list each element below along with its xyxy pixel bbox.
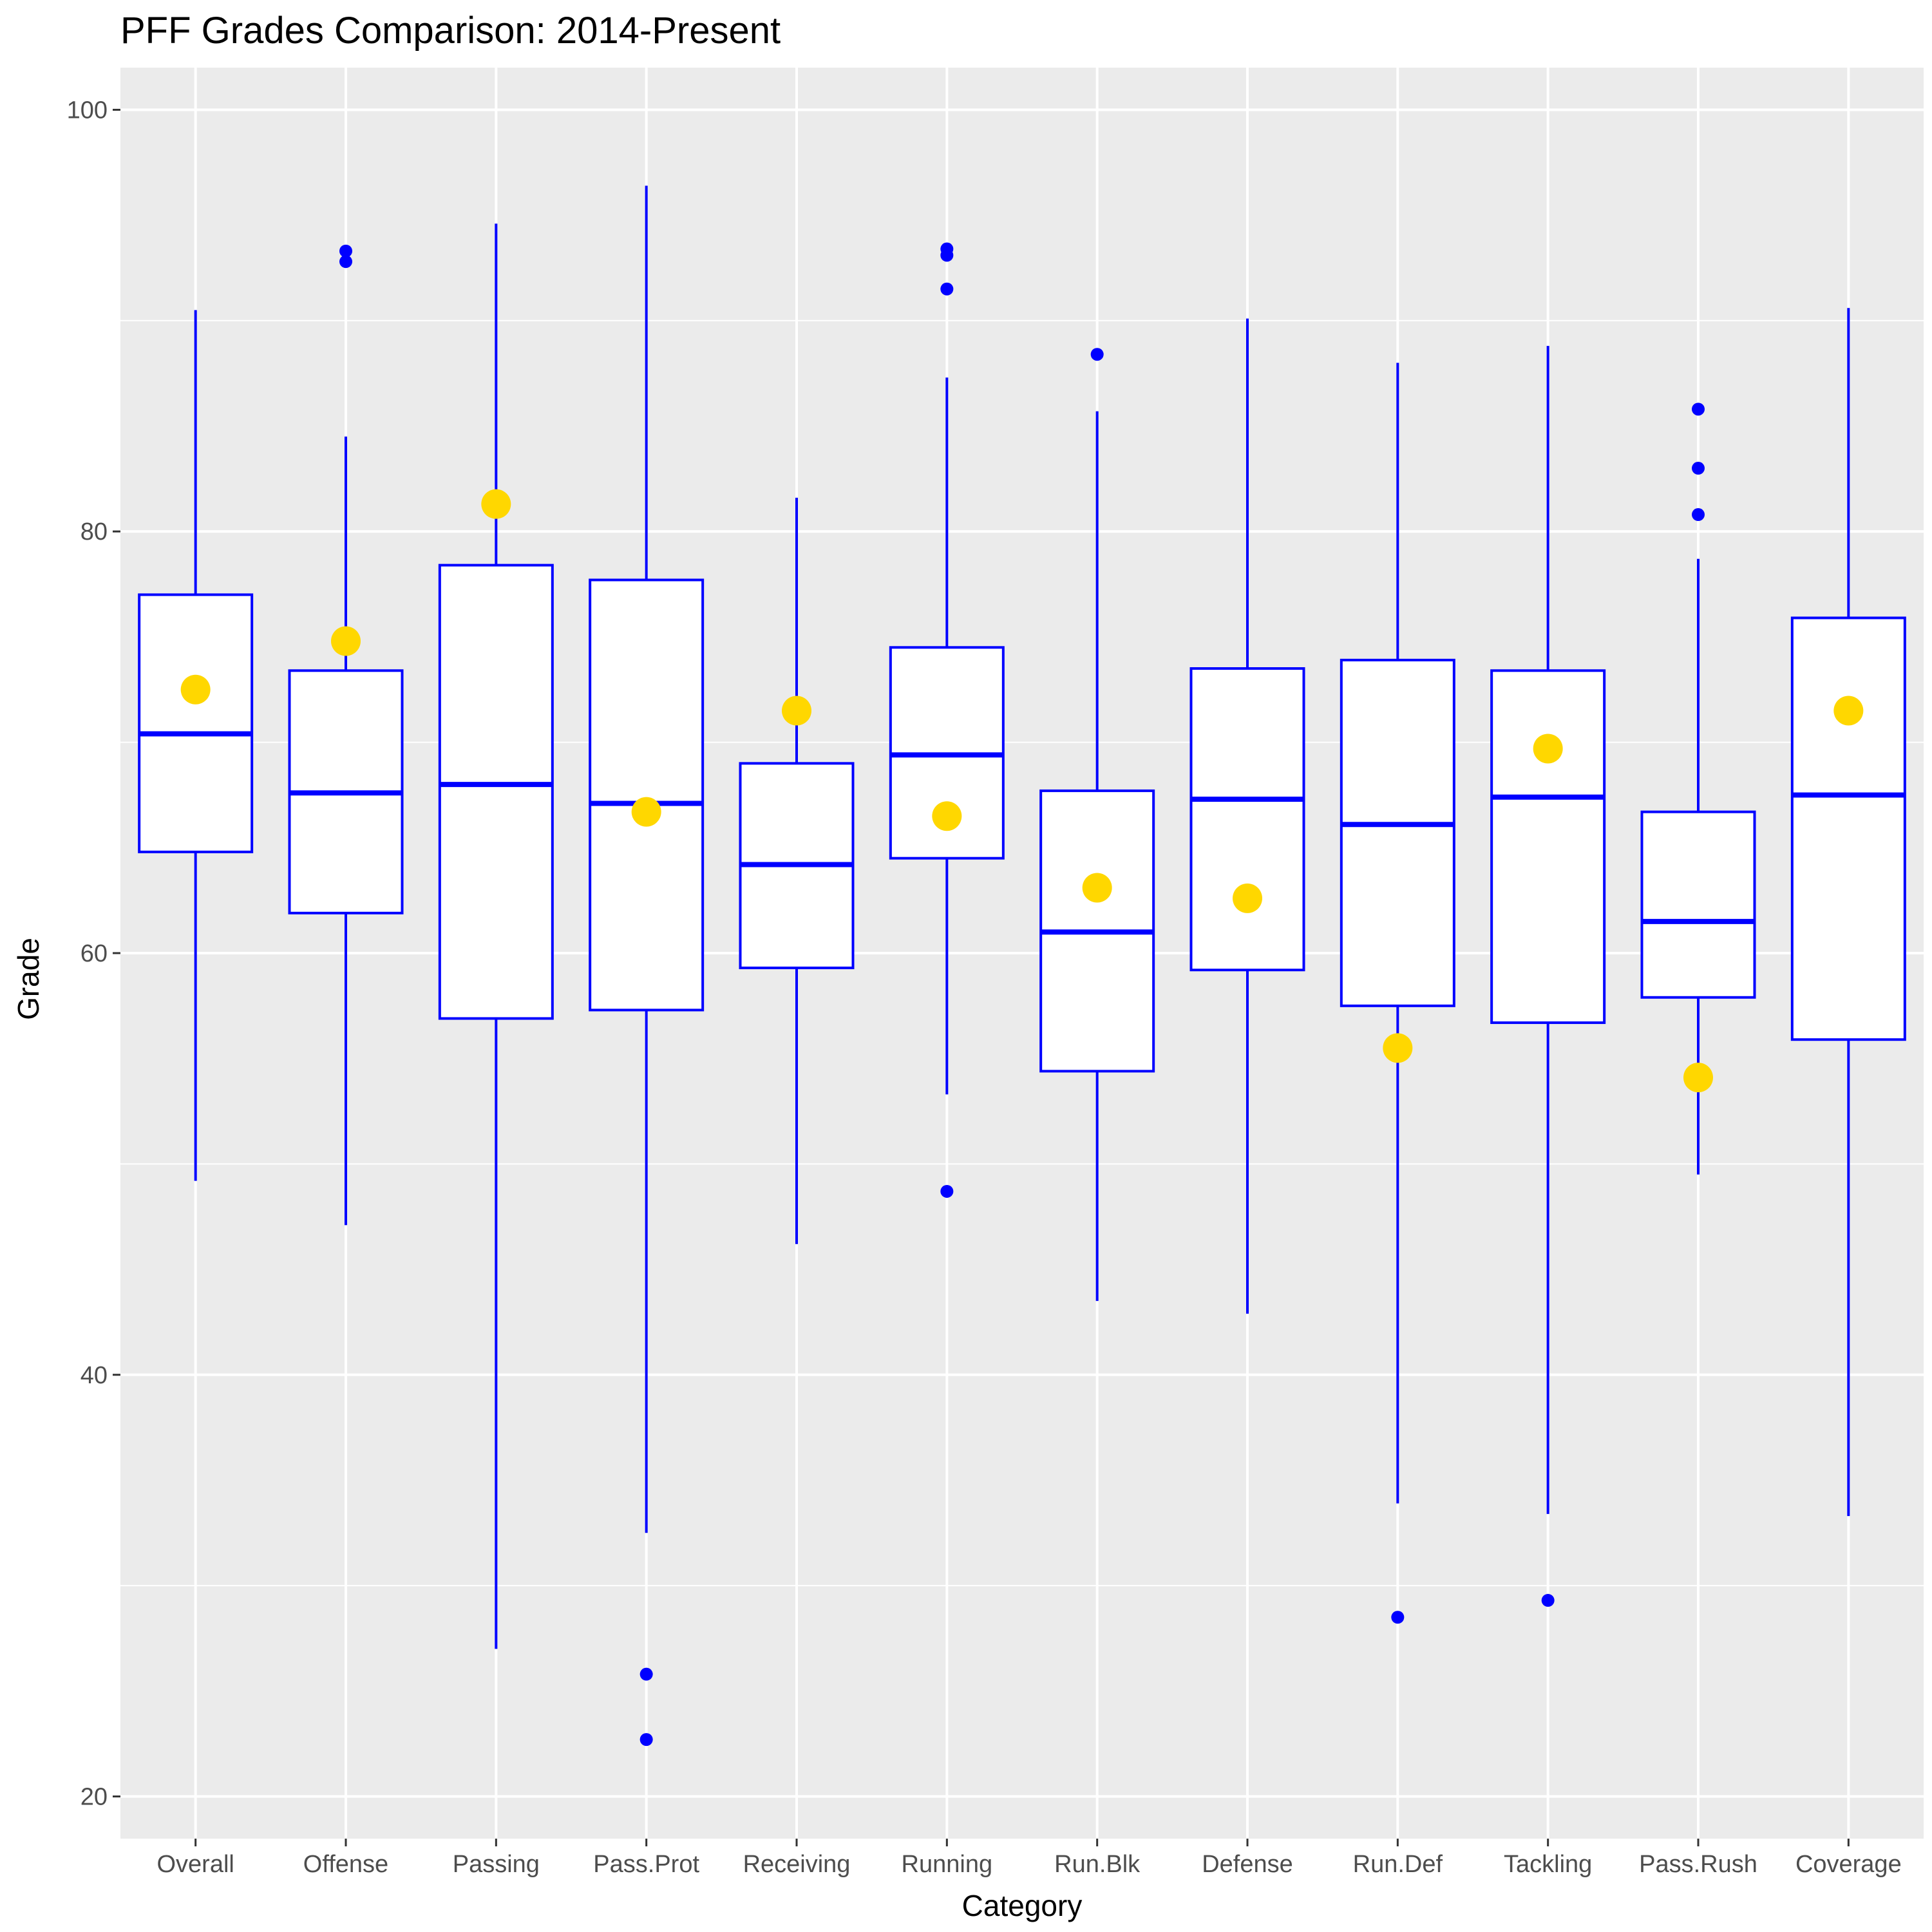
- outlier-point: [940, 249, 954, 262]
- highlight-point: [1683, 1063, 1713, 1093]
- box-defense: [1189, 318, 1305, 1314]
- x-tick-label: Coverage: [1795, 1851, 1902, 1878]
- highlight-point: [1833, 696, 1864, 726]
- outlier-point: [1692, 508, 1705, 522]
- outlier-point: [1391, 1611, 1405, 1624]
- x-tick-label: Running: [902, 1851, 993, 1878]
- y-tick-label: 80: [80, 518, 108, 545]
- box-iqr: [1790, 616, 1906, 1041]
- box-tackling: [1490, 346, 1606, 1607]
- highlight-point: [631, 797, 661, 827]
- box-iqr: [1340, 658, 1455, 1007]
- x-axis-title: Category: [962, 1889, 1083, 1922]
- box-series: [138, 185, 1906, 1747]
- x-tick-label: Pass.Prot: [593, 1851, 699, 1878]
- box-iqr: [589, 578, 705, 1012]
- highlight-point: [1233, 883, 1262, 913]
- outlier-point: [1541, 1594, 1555, 1607]
- outlier-point: [339, 244, 352, 258]
- highlight-point: [180, 674, 211, 705]
- highlight-point: [1082, 873, 1112, 903]
- highlight-point: [1533, 734, 1563, 764]
- outlier-point: [1090, 348, 1104, 361]
- highlight-point: [932, 801, 962, 831]
- box-overall: [138, 310, 254, 1181]
- outlier-point: [339, 255, 352, 269]
- box-run-blk: [1039, 348, 1155, 1302]
- outlier-point: [940, 282, 954, 296]
- y-tick-label: 20: [80, 1784, 108, 1811]
- box-pass-rush: [1640, 402, 1756, 1175]
- outlier-point: [639, 1667, 653, 1681]
- box-iqr: [438, 564, 554, 1020]
- box-pass-prot: [589, 185, 705, 1747]
- y-tick-label: 100: [67, 97, 108, 124]
- outlier-point: [940, 1184, 954, 1198]
- chart-title: PFF Grades Comparison: 2014-Present: [120, 10, 781, 52]
- x-tick-label: Overall: [156, 1851, 234, 1878]
- box-running: [889, 242, 1005, 1198]
- x-tick-label: Receiving: [743, 1851, 851, 1878]
- outlier-point: [1692, 462, 1705, 475]
- box-iqr: [1490, 669, 1606, 1025]
- highlight-point: [1383, 1033, 1413, 1063]
- x-tick-label: Defense: [1202, 1851, 1293, 1878]
- x-tick-label: Run.Blk: [1054, 1851, 1141, 1878]
- box-run-def: [1340, 363, 1455, 1624]
- box-coverage: [1790, 308, 1906, 1517]
- y-axis: 20 40 60 80 100: [67, 97, 120, 1811]
- box-receiving: [739, 497, 855, 1244]
- x-axis: Overall Offense Passing Pass.Prot Receiving R…: [156, 1839, 1902, 1878]
- box-iqr: [1189, 667, 1305, 972]
- box-iqr: [1640, 810, 1756, 999]
- x-tick-label: Tackling: [1504, 1851, 1592, 1878]
- outlier-point: [639, 1733, 653, 1747]
- highlight-point: [782, 696, 811, 726]
- box-passing: [438, 223, 554, 1649]
- outlier-point: [1692, 402, 1705, 416]
- x-tick-label: Passing: [453, 1851, 540, 1878]
- y-tick-label: 40: [80, 1362, 108, 1389]
- y-axis-title: Grade: [12, 938, 45, 1020]
- box-iqr: [138, 593, 254, 853]
- highlight-point: [481, 489, 511, 519]
- x-tick-label: Pass.Rush: [1639, 1851, 1757, 1878]
- highlight-point: [331, 626, 361, 656]
- box-offense: [288, 244, 404, 1226]
- y-tick-label: 60: [80, 940, 108, 967]
- x-tick-label: Offense: [303, 1851, 388, 1878]
- x-tick-label: Run.Def: [1353, 1851, 1443, 1878]
